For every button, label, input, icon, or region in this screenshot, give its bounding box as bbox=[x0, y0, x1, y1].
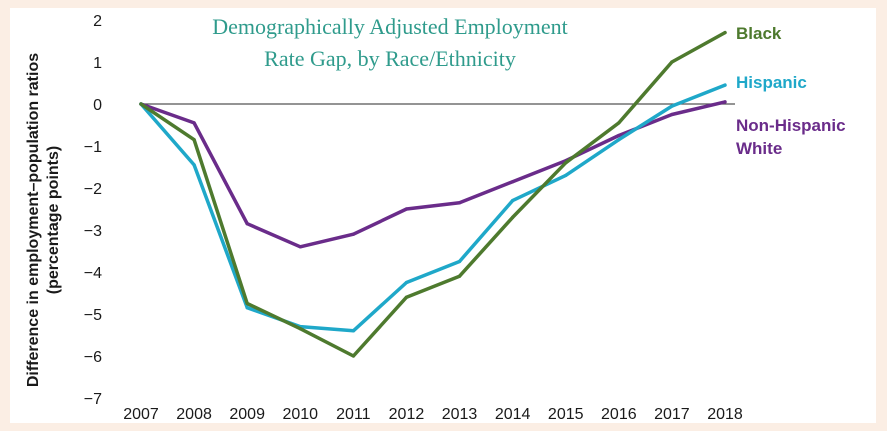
x-tick-label: 2015 bbox=[548, 406, 584, 423]
data-point bbox=[139, 102, 143, 106]
chart-panel: Demographically Adjusted Employment Rate… bbox=[10, 8, 876, 423]
series-lines bbox=[139, 30, 727, 358]
data-point bbox=[192, 163, 196, 167]
series-line-black bbox=[139, 30, 727, 358]
data-point bbox=[245, 301, 249, 306]
y-tick-label: −2 bbox=[84, 181, 102, 198]
data-point bbox=[351, 329, 355, 333]
data-point bbox=[723, 31, 727, 35]
data-point bbox=[723, 100, 727, 104]
y-tick-label: −3 bbox=[84, 223, 102, 240]
data-point bbox=[192, 138, 196, 142]
data-point bbox=[670, 104, 674, 108]
chart-title: Demographically Adjusted Employment Rate… bbox=[212, 14, 568, 71]
data-point bbox=[457, 259, 462, 264]
data-point bbox=[511, 215, 515, 219]
data-point bbox=[617, 121, 621, 125]
data-point bbox=[617, 138, 621, 142]
data-point bbox=[351, 354, 355, 358]
series-label-non-hispanic-white: Non-Hispanic White bbox=[736, 116, 846, 158]
x-tick-label: 2010 bbox=[282, 406, 318, 423]
x-tick-label: 2017 bbox=[654, 406, 690, 423]
data-point bbox=[192, 121, 196, 125]
series-line-non-hispanic-white bbox=[139, 100, 727, 249]
data-point bbox=[245, 222, 249, 226]
employment-gap-chart: Demographically Adjusted Employment Rate… bbox=[25, 13, 846, 423]
y-tick-label: −7 bbox=[84, 391, 102, 408]
x-tick-label: 2013 bbox=[442, 406, 478, 423]
data-point bbox=[457, 274, 462, 278]
y-axis-label-line-1: Difference in employment–population rati… bbox=[25, 53, 42, 387]
x-tick-label: 2016 bbox=[601, 406, 637, 423]
axes: 2 1 0 −1 −2 −3 −4 −5 −6 −7 2007 2008 2009 2010 2011 201… bbox=[84, 13, 743, 423]
series-label-hispanic: Hispanic bbox=[736, 73, 807, 92]
y-tick-label: 2 bbox=[93, 13, 102, 30]
data-point bbox=[404, 207, 409, 211]
data-point bbox=[351, 232, 355, 236]
x-tick-label: 2011 bbox=[336, 406, 371, 423]
data-point bbox=[404, 295, 409, 299]
y-tick-label: −5 bbox=[84, 307, 102, 324]
data-point bbox=[723, 83, 727, 87]
x-tick-label: 2018 bbox=[707, 406, 743, 423]
series-labels: Black Hispanic Non-Hispanic White bbox=[736, 24, 846, 158]
y-tick-label: 1 bbox=[93, 55, 102, 72]
y-tick-label: −6 bbox=[84, 349, 102, 366]
data-point bbox=[617, 133, 621, 138]
chart-title-line-1: Demographically Adjusted Employment bbox=[212, 14, 568, 39]
data-point bbox=[404, 280, 409, 285]
data-point bbox=[511, 180, 515, 184]
data-point bbox=[457, 201, 462, 205]
series-line-hispanic bbox=[139, 83, 727, 333]
x-tick-label: 2008 bbox=[176, 406, 212, 423]
x-tick-label: 2014 bbox=[495, 406, 531, 423]
data-point bbox=[245, 306, 249, 310]
chart-title-line-2: Rate Gap, by Race/Ethnicity bbox=[264, 46, 516, 71]
x-tick-label: 2012 bbox=[389, 406, 425, 423]
data-point bbox=[298, 245, 302, 249]
data-point bbox=[564, 173, 568, 177]
series-label-black: Black bbox=[736, 24, 782, 43]
y-axis-label-line-2: (percentage points) bbox=[45, 146, 62, 294]
data-point bbox=[670, 60, 674, 64]
data-point bbox=[564, 161, 568, 165]
data-point bbox=[298, 327, 302, 331]
y-tick-label: −1 bbox=[84, 139, 102, 156]
x-tick-label: 2007 bbox=[123, 406, 159, 423]
y-tick-label: −4 bbox=[84, 265, 102, 282]
y-axis-label: Difference in employment–population rati… bbox=[25, 53, 62, 387]
y-tick-label: 0 bbox=[93, 97, 102, 114]
data-point bbox=[670, 112, 674, 117]
data-point bbox=[511, 199, 515, 203]
x-tick-label: 2009 bbox=[229, 406, 265, 423]
